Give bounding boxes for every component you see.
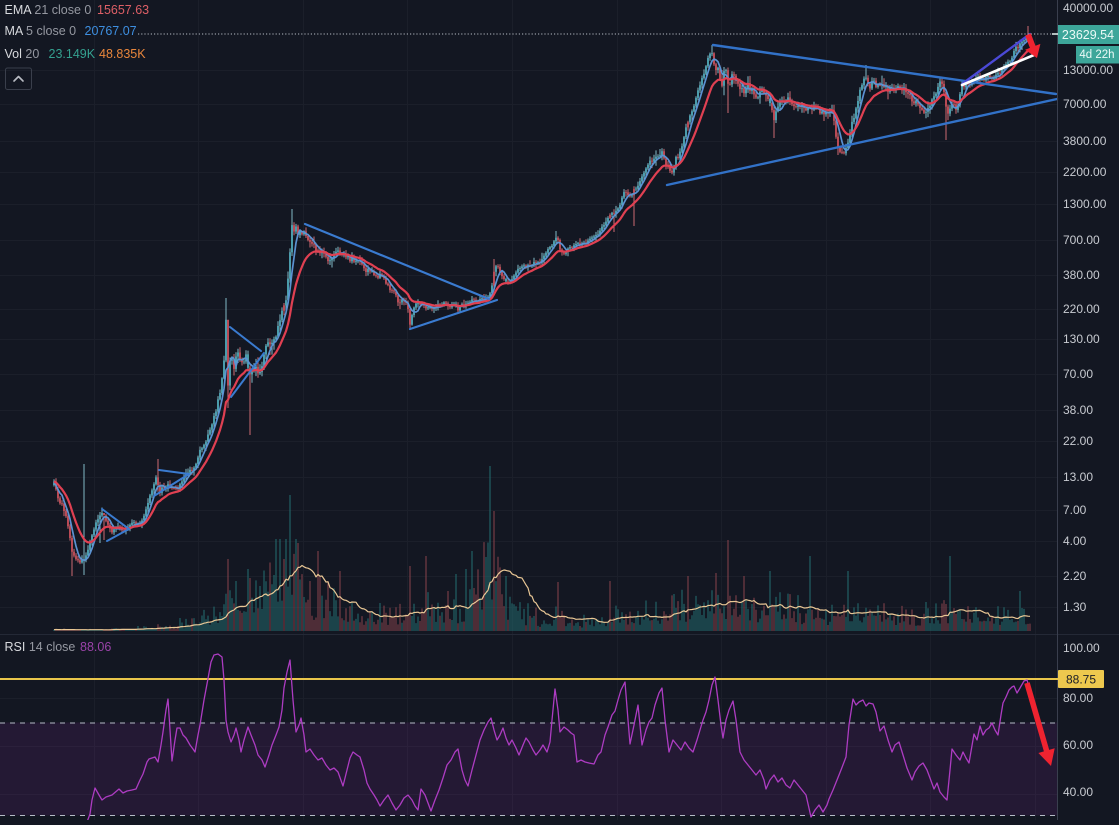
svg-text:7.00: 7.00 [1063,503,1087,517]
svg-text:700.00: 700.00 [1063,233,1100,247]
svg-text:23629.54: 23629.54 [1062,28,1114,42]
svg-text:1.30: 1.30 [1063,600,1087,614]
svg-text:88.75: 88.75 [1066,673,1096,687]
svg-text:4.00: 4.00 [1063,534,1087,548]
svg-text:220.00: 220.00 [1063,302,1100,316]
svg-text:13.00: 13.00 [1063,470,1093,484]
svg-text:3800.00: 3800.00 [1063,134,1107,148]
svg-text:40.00: 40.00 [1063,785,1093,799]
svg-text:40000.00: 40000.00 [1063,1,1113,15]
svg-text:4d 22h: 4d 22h [1079,49,1114,61]
svg-text:22.00: 22.00 [1063,434,1093,448]
svg-text:2.20: 2.20 [1063,569,1087,583]
svg-text:1300.00: 1300.00 [1063,197,1107,211]
svg-text:380.00: 380.00 [1063,268,1100,282]
svg-text:100.00: 100.00 [1063,641,1100,655]
svg-text:13000.00: 13000.00 [1063,63,1113,77]
svg-text:130.00: 130.00 [1063,332,1100,346]
svg-text:2200.00: 2200.00 [1063,165,1107,179]
svg-text:38.00: 38.00 [1063,403,1093,417]
svg-text:70.00: 70.00 [1063,367,1093,381]
svg-text:7000.00: 7000.00 [1063,97,1107,111]
svg-text:60.00: 60.00 [1063,738,1093,752]
svg-text:80.00: 80.00 [1063,691,1093,705]
